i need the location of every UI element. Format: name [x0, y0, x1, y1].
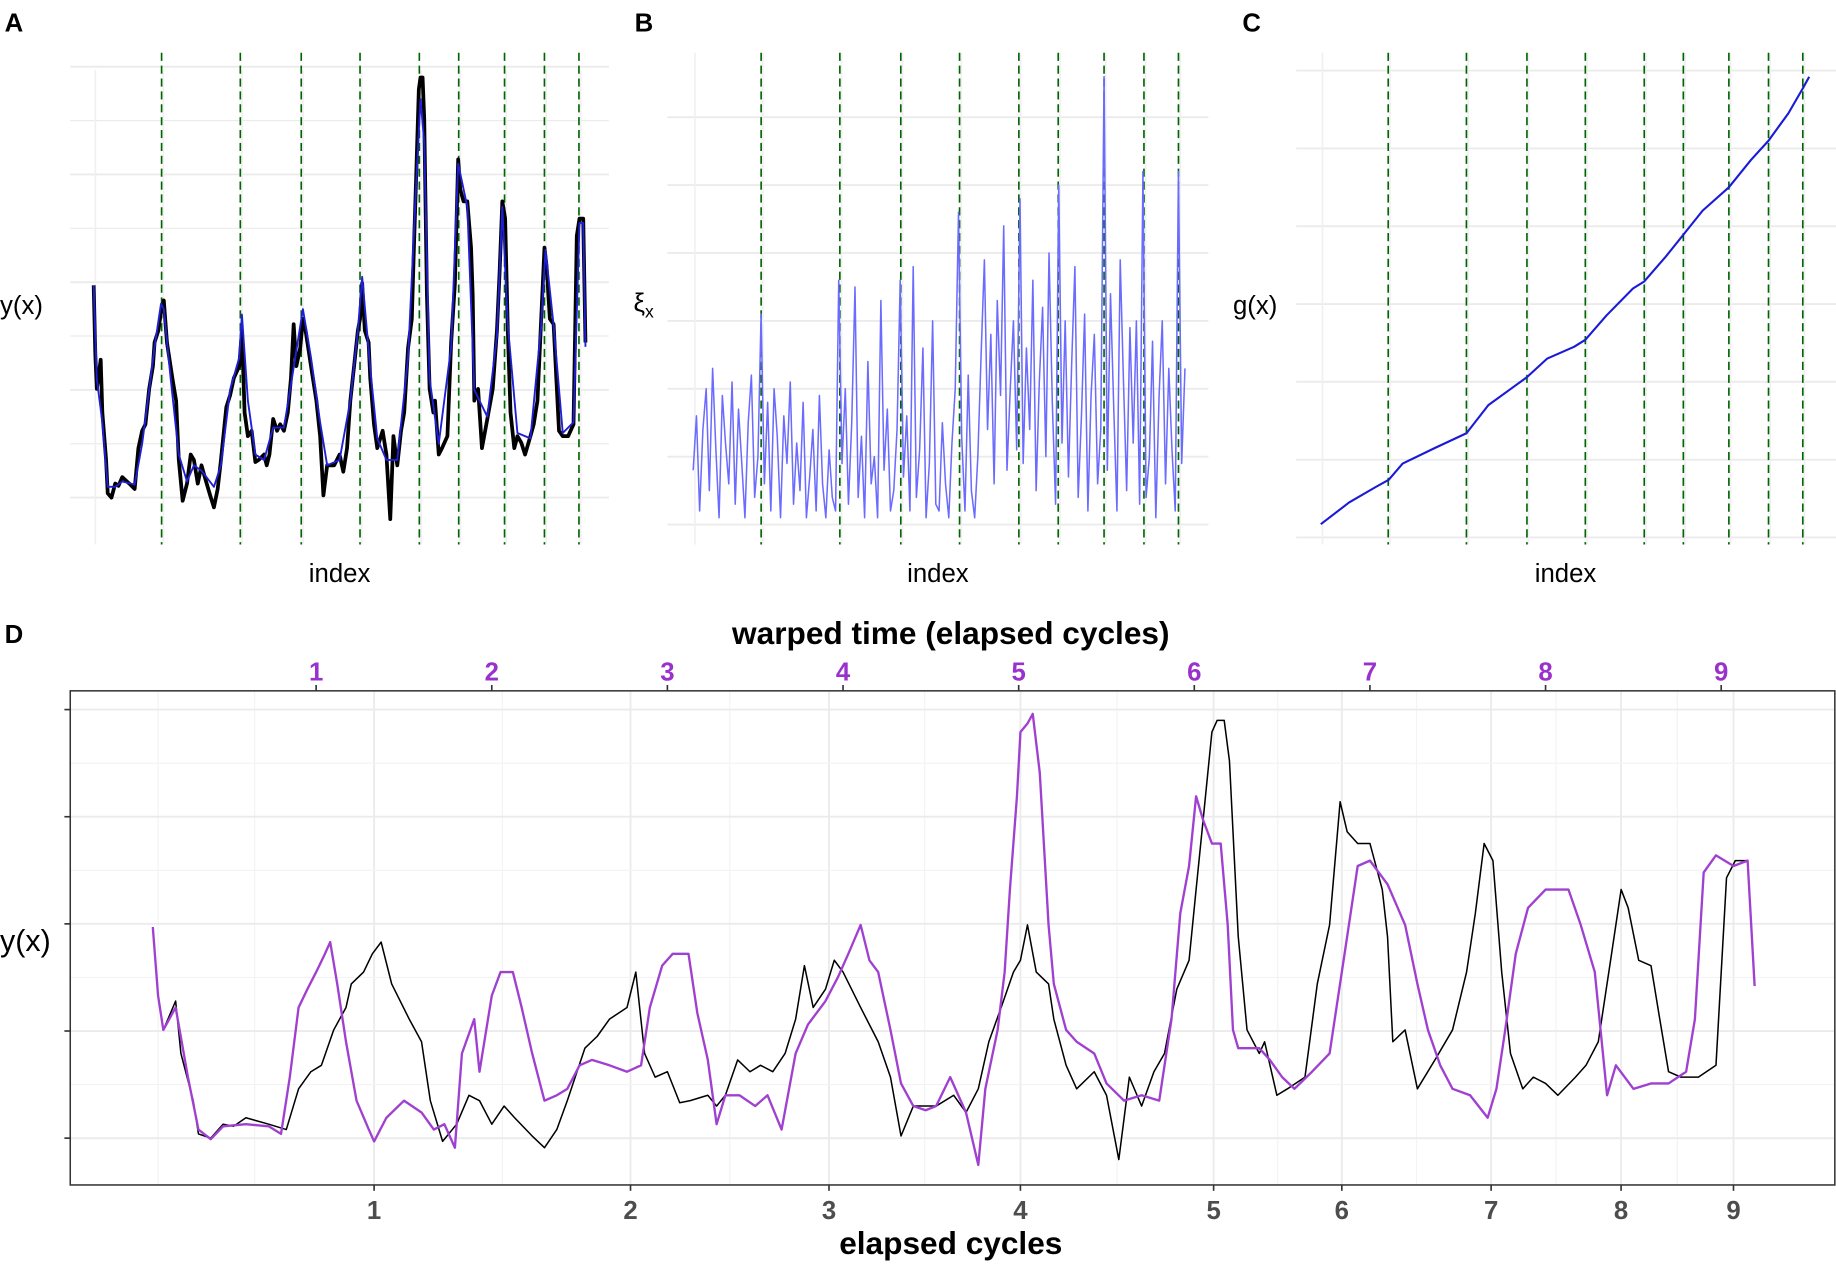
panel-d-y-label: y(x) [0, 924, 51, 958]
panel-d-top-tick-label: 4 [836, 658, 851, 686]
panel-c-y-label: g(x) [1233, 292, 1277, 320]
panel-b-chart [667, 52, 1209, 545]
panel-d-plot-background [70, 690, 1835, 1185]
panel-d-top-tick-label: 1 [309, 658, 323, 686]
panel-d-top-tick-label: 7 [1363, 658, 1377, 686]
panel-d-bottom-tick-label: 8 [1614, 1197, 1628, 1225]
panel-b-y-label: ξx [633, 289, 654, 321]
panel-d-top-tick-label: 5 [1012, 658, 1026, 686]
panel-d-top-tick-label: 2 [485, 658, 499, 686]
panel-d-warped-line [151, 712, 1756, 1167]
panel-d-bottom-tick-label: 9 [1726, 1197, 1740, 1225]
panel-label-a: A [5, 10, 24, 38]
panel-a-chart [70, 52, 609, 545]
panel-b-y-label-subscript: x [645, 301, 654, 321]
panel-d-bottom-tick-label: 5 [1206, 1197, 1220, 1225]
panel-d-bottom-tick-label: 2 [623, 1197, 637, 1225]
panel-d-top-axis-title: warped time (elapsed cycles) [731, 615, 1169, 651]
panel-d-bottom-tick-label: 6 [1335, 1197, 1349, 1225]
panel-b-xi-line [692, 75, 1186, 519]
panel-d-bottom-tick-label: 7 [1484, 1197, 1498, 1225]
panel-d-top-tick-label: 9 [1714, 658, 1728, 686]
panel-d-top-tick-label: 6 [1187, 658, 1201, 686]
panel-c-chart [1296, 52, 1836, 545]
panel-b-y-label-main: ξ [633, 289, 645, 317]
panel-label-d: D [5, 621, 24, 649]
panel-d-chart: 1 2 3 4 5 6 7 8 9 1 2 3 4 5 6 7 8 9 [64, 658, 1836, 1225]
panel-d-top-tick-label: 3 [660, 658, 674, 686]
panel-a-x-label: index [309, 560, 371, 588]
panel-c-x-label: index [1535, 560, 1597, 588]
panel-label-b: B [635, 10, 654, 38]
panel-c-g-line [1320, 76, 1811, 526]
panel-a-observed-line [91, 75, 588, 522]
panel-d-bottom-tick-label: 3 [822, 1197, 836, 1225]
panel-d-bottom-tick-label: 4 [1013, 1197, 1028, 1225]
panel-d-top-tick-label: 8 [1538, 658, 1552, 686]
panel-a-y-label: y(x) [0, 292, 43, 320]
panel-d-x-label: elapsed cycles [839, 1225, 1062, 1261]
panel-d-observed-line [152, 719, 1756, 1161]
panel-a-fit-line [92, 98, 587, 488]
panel-d-bottom-tick-label: 1 [367, 1197, 381, 1225]
panel-b-x-label: index [907, 560, 969, 588]
panel-d-plot-border [69, 690, 1836, 1186]
panel-label-c: C [1242, 10, 1261, 38]
